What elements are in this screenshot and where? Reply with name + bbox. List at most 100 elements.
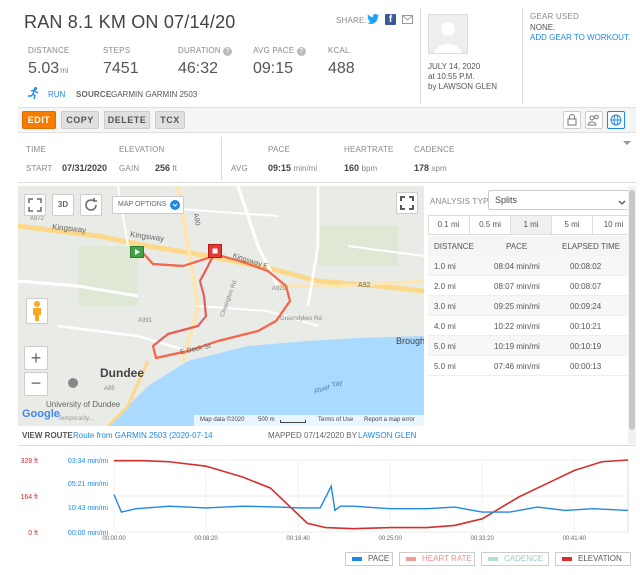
split-row: 3.0 mi 09:25 min/mi 00:09:24 [428,296,634,316]
fullscreen-icon[interactable] [24,194,46,216]
avg-pace-label: AVG PACE ? [253,46,306,56]
unit-tab-0-5-mi[interactable]: 0.5 mi [469,216,510,234]
gain-label: GAIN [119,164,140,173]
tcx-button[interactable]: TCX [155,111,185,129]
x-tick-label: 00:08:20 [194,536,218,542]
cadence-value: 178 spm [414,163,447,173]
chevron-down-icon [170,200,180,210]
end-marker[interactable] [208,244,222,258]
avatar[interactable] [428,14,468,54]
copy-button[interactable]: COPY [61,111,99,129]
series-pace [113,483,629,513]
legend-pace[interactable]: PACE [345,552,393,566]
split-distance: 4.0 mi [434,322,456,331]
split-distance: 5.0 mi [434,342,456,351]
duration-value: 46:32 [178,60,219,77]
split-row: 5.0 mi 07:46 min/mi 00:00:13 [428,356,634,376]
pace-label: PACE [268,145,290,154]
map-label-a92: A92 [358,282,371,289]
scrollbar[interactable] [628,186,636,444]
delete-button[interactable]: DELETE [104,111,150,129]
terms-link[interactable]: Terms of Use [318,417,354,423]
details-dropdown-icon[interactable] [621,138,633,148]
unit-tab-5-mi[interactable]: 5 mi [551,216,592,234]
map-label-dundee: Dundee [100,366,145,380]
route-map[interactable]: Kingsway Kingsway Kingsway E A92 A90 A97… [18,186,424,426]
activity-title: RAN 8.1 KM ON 07/14/20 [24,12,236,32]
map-label-broughty: Brough [396,336,424,346]
map-label-university: University of Dundee [46,400,121,409]
3d-button[interactable]: 3D [52,194,74,216]
split-pace: 08:07 min/mi [494,282,540,291]
runner-icon [28,87,40,100]
map-data-label: Map data ©2020 [200,417,245,423]
report-error-link[interactable]: Report a map error [364,417,415,423]
mapped-by-link[interactable]: LAWSON GLEN [358,431,417,440]
y-label-pace: 03:34 min/mi [68,458,109,465]
legend-swatch-heart-rate [406,557,416,561]
cadence-label: CADENCE [414,145,455,154]
time-label: TIME [26,145,46,154]
friends-icon[interactable] [585,111,603,129]
map-label-a972: A972 [30,216,45,222]
edit-button[interactable]: EDIT [22,111,56,129]
legend-cadence[interactable]: CADENCE [481,552,549,566]
help-icon[interactable]: ? [223,47,233,56]
lock-icon[interactable] [563,111,581,129]
split-elapsed: 00:00:13 [570,362,602,371]
help-icon[interactable]: ? [296,47,306,56]
avg-label: AVG [231,164,248,173]
unit-tab-0-1-mi[interactable]: 0.1 mi [437,220,460,229]
heartrate-value: 160 bpm [344,163,378,173]
share-label: SHARE: [336,16,367,25]
google-logo: Google [22,408,60,420]
route-link[interactable]: Route from GARMIN 2503 (2020-07-14 [73,431,213,440]
split-distance: 2.0 mi [434,282,456,291]
workout-author: by LAWSON GLEN [428,82,498,91]
splits-header: DISTANCE PACE ELAPSED TIME [428,236,634,256]
map-footer: Map data ©2020 500 m Terms of Use Report… [194,415,424,426]
expand-map-icon[interactable] [396,192,418,214]
map-options-button[interactable]: MAP OPTIONS [112,196,184,214]
col-elapsed: ELAPSED TIME [562,242,621,251]
start-marker[interactable] [130,246,144,258]
legend-elevation[interactable]: ELEVATION [555,552,631,566]
split-pace: 09:25 min/mi [494,302,540,311]
map-label-a991: A991 [138,318,153,324]
split-elapsed: 00:10:19 [570,342,602,351]
x-tick-label: 00:00:00 [102,536,126,542]
x-tick-label: 00:25:00 [378,536,402,542]
x-tick-label: 00:41:40 [563,536,587,542]
map-scale-bar [280,420,306,423]
y-label-pace: 10:43 min/mi [68,505,109,512]
workout-time: at 10:55 P.M. [428,72,475,81]
legend-heart-rate[interactable]: HEART RATE [399,552,475,566]
add-gear-link[interactable]: ADD GEAR TO WORKOUT. [530,33,631,42]
zoom-in-button[interactable]: + [24,346,48,370]
elevation-label: ELEVATION [119,145,165,154]
unit-tab-1-mi[interactable]: 1 mi [510,216,551,234]
source-value: GARMIN GARMIN 2503 [111,90,198,99]
zoom-out-button[interactable]: − [24,372,48,396]
map-label-greendykes: Greendykes Rd [280,316,322,322]
university-pin-icon [68,378,78,388]
analysis-type-label: ANALYSIS TYPE: [430,197,497,206]
gear-value: NONE. [530,23,556,32]
duration-label: DURATION ? [178,46,233,56]
map-label-temporarily: Temporarily... [58,416,94,422]
split-pace: 10:19 min/mi [494,342,540,351]
rotate-icon[interactable] [80,194,102,216]
analysis-type-select[interactable]: Splits [488,190,632,210]
y-label-pace: 00:00 min/mi [68,530,109,537]
activity-type-link[interactable]: RUN [48,90,66,99]
globe-icon[interactable] [607,111,625,129]
kcal-label: KCAL [328,46,350,55]
twitter-icon[interactable] [367,14,379,24]
street-view-icon[interactable] [26,298,48,324]
email-icon[interactable] [402,15,413,24]
facebook-icon[interactable]: f [385,14,396,25]
map-label-a85: A85 [104,386,115,392]
unit-tab-10-mi[interactable]: 10 mi [592,216,634,234]
split-distance: 1.0 mi [434,262,456,271]
legend-swatch-pace [352,557,362,561]
